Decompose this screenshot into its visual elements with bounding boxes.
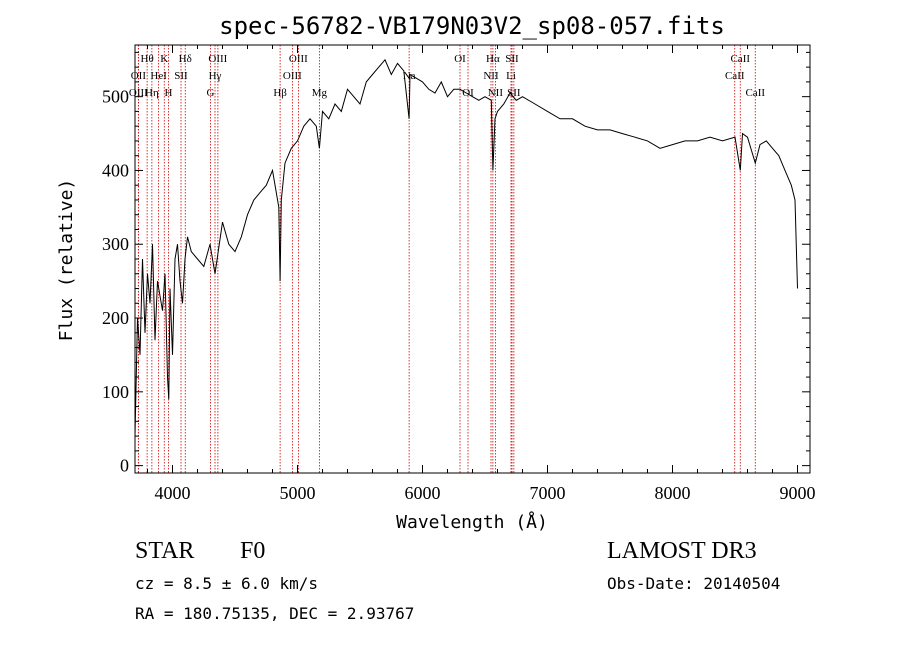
spectral-line-markers (137, 45, 756, 473)
object-subclass: F0 (240, 538, 266, 564)
line-marker-label: CaII (730, 53, 750, 65)
line-marker-label: OIII (129, 87, 148, 99)
line-marker-label: Hβ (273, 87, 287, 99)
x-tick-label: 4000 (155, 483, 191, 503)
y-axis-label: Flux (relative) (56, 179, 77, 342)
observation-date: Obs-Date: 20140504 (607, 574, 781, 593)
x-axis-label: Wavelength (Å) (396, 511, 548, 533)
line-marker-label: SII (174, 70, 188, 82)
line-marker-label: Na (403, 70, 416, 82)
y-tick-label: 400 (102, 160, 129, 180)
line-marker-label: CaII (725, 70, 745, 82)
line-marker-label: Hδ (179, 53, 192, 65)
y-tick-label: 0 (120, 456, 129, 476)
y-tick-label: 500 (102, 87, 129, 107)
redshift-cz: cz = 8.5 ± 6.0 km/s (135, 574, 319, 593)
line-marker-label: OIII (289, 53, 308, 65)
line-marker-label: Li (506, 70, 516, 82)
line-marker-label: HeI (150, 70, 167, 82)
x-tick-label: 6000 (405, 483, 441, 503)
line-marker-label: Hγ (209, 70, 222, 82)
spectrum-line (134, 58, 798, 437)
x-tick-label: 5000 (280, 483, 316, 503)
y-tick-label: 200 (102, 308, 129, 328)
line-marker-label: OIII (208, 53, 227, 65)
line-marker-label: SII (507, 87, 521, 99)
line-marker-label: NII (483, 70, 499, 82)
coordinates: RA = 180.75135, DEC = 2.93767 (135, 604, 415, 623)
line-marker-label: Mg (312, 87, 328, 99)
x-axis-ticks: 4000 5000 6000 7000 8000 9000 (147, 45, 816, 503)
x-tick-label: 7000 (530, 483, 566, 503)
line-marker-label: OI (454, 53, 466, 65)
object-class: STAR (135, 538, 195, 564)
line-marker-label: OI (462, 87, 474, 99)
chart-title: spec-56782-VB179N03V2_sp08-057.fits (219, 12, 725, 40)
line-marker-label: Hη (145, 87, 159, 99)
line-marker-label: Hα (486, 53, 500, 65)
line-marker-label: H (165, 87, 173, 99)
line-marker-label: OII (131, 70, 147, 82)
line-marker-label: NII (488, 87, 504, 99)
y-tick-label: 100 (102, 382, 129, 402)
line-marker-label: OIII (283, 70, 302, 82)
plot-frame (134, 44, 811, 474)
survey-name: LAMOST DR3 (607, 538, 757, 564)
line-marker-label: SII (505, 53, 519, 65)
line-marker-label: K (160, 53, 168, 65)
line-marker-label: Hθ (141, 53, 154, 65)
y-axis-ticks: 0 100 200 300 400 500 (102, 51, 810, 476)
line-marker-label: G (207, 87, 215, 99)
x-tick-label: 8000 (655, 483, 691, 503)
line-marker-label: CaII (745, 87, 765, 99)
x-tick-label: 9000 (780, 483, 816, 503)
y-tick-label: 300 (102, 234, 129, 254)
